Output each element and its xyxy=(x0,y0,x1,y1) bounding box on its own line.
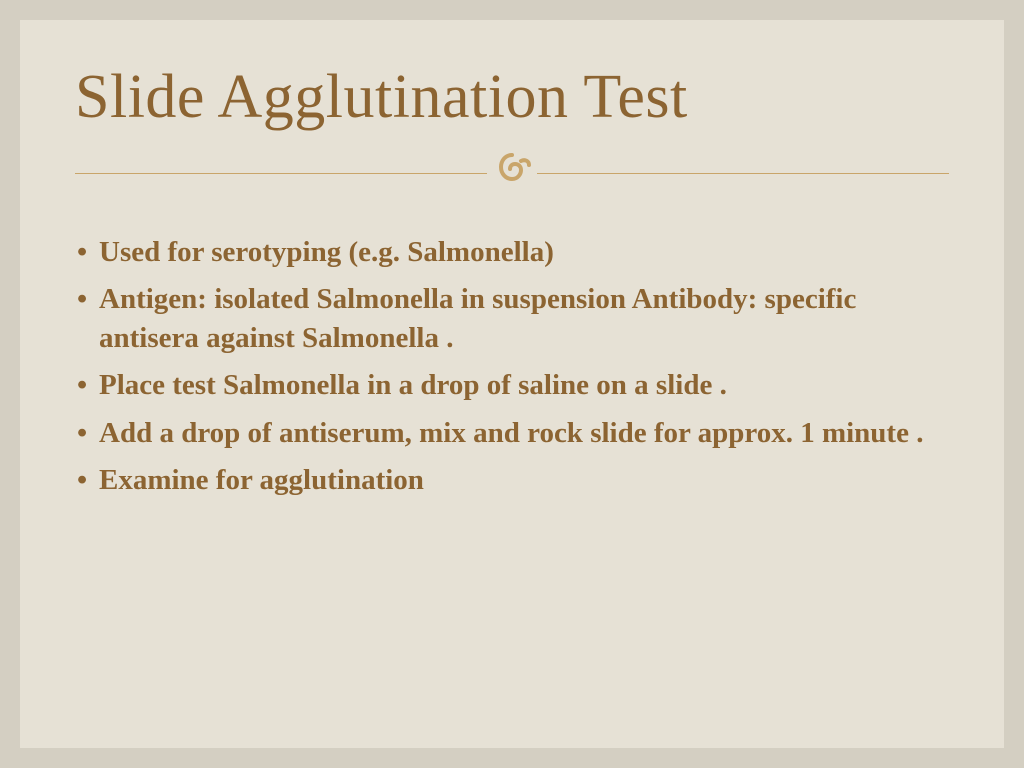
slide-body: • Used for serotyping (e.g. Salmonella) … xyxy=(75,233,949,500)
list-item: • Antigen: isolated Salmonella in suspen… xyxy=(77,280,949,358)
list-item: • Place test Salmonella in a drop of sal… xyxy=(77,366,949,405)
bullet-icon: • xyxy=(77,233,87,272)
slide-title: Slide Agglutination Test xyxy=(75,62,949,133)
list-item-text: Place test Salmonella in a drop of salin… xyxy=(99,369,727,401)
presentation-slide: Slide Agglutination Test • Used for sero… xyxy=(20,20,1004,748)
list-item-text: Antigen: isolated Salmonella in suspensi… xyxy=(99,283,856,354)
title-divider xyxy=(75,151,949,195)
list-item-text: Examine for agglutination xyxy=(99,464,424,496)
list-item-text: Used for serotyping (e.g. Salmonella) xyxy=(99,236,554,268)
bullet-icon: • xyxy=(77,280,87,319)
flourish-icon xyxy=(487,149,537,193)
divider-line-right xyxy=(537,173,949,174)
bullet-icon: • xyxy=(77,414,87,453)
list-item-text: Add a drop of antiserum, mix and rock sl… xyxy=(99,417,923,449)
list-item: • Examine for agglutination xyxy=(77,461,949,500)
list-item: • Used for serotyping (e.g. Salmonella) xyxy=(77,233,949,272)
bullet-icon: • xyxy=(77,461,87,500)
bullet-icon: • xyxy=(77,366,87,405)
divider-line-left xyxy=(75,173,487,174)
list-item: • Add a drop of antiserum, mix and rock … xyxy=(77,414,949,453)
